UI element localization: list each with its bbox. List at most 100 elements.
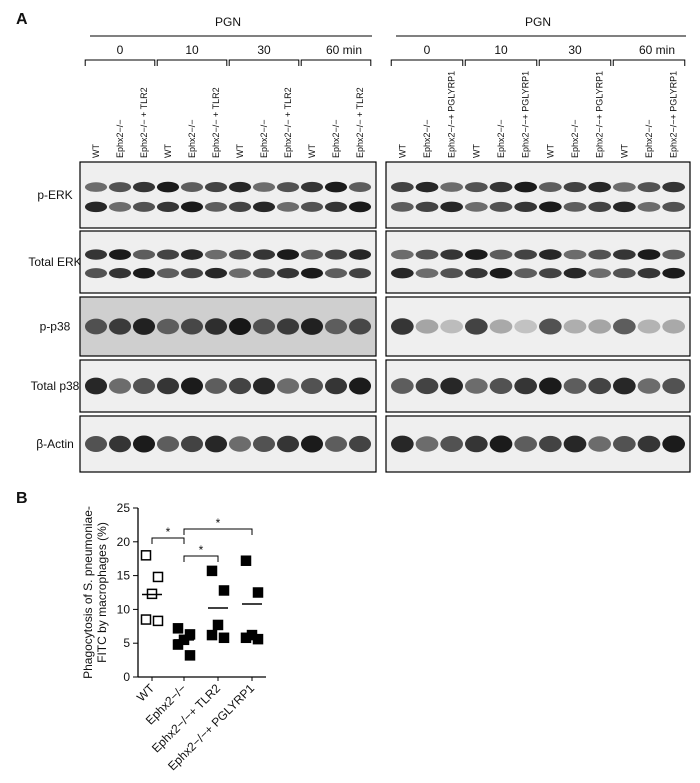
point — [218, 632, 230, 644]
band — [84, 249, 108, 260]
band — [156, 268, 180, 279]
lane-label: WT — [91, 144, 101, 158]
band — [612, 268, 636, 279]
band — [228, 377, 252, 395]
band — [390, 318, 414, 335]
band — [464, 249, 488, 260]
band — [204, 435, 228, 453]
band — [662, 267, 686, 279]
band — [514, 319, 538, 334]
band — [276, 202, 300, 212]
band — [489, 201, 513, 212]
bracket — [538, 59, 612, 66]
band — [563, 319, 587, 334]
lane-label: WT — [163, 144, 173, 158]
band — [612, 377, 636, 395]
lane-label: Ephx2−/− — [331, 119, 341, 158]
band — [132, 378, 156, 394]
bracket — [228, 59, 300, 66]
band — [156, 181, 180, 193]
band — [514, 268, 538, 279]
lane-label: WT — [397, 144, 407, 158]
y-tick-label: 20 — [117, 535, 131, 549]
band — [489, 267, 513, 279]
point — [206, 629, 218, 641]
band — [324, 201, 348, 213]
y-tick-label: 25 — [117, 501, 131, 515]
band — [538, 377, 562, 395]
band — [514, 436, 538, 452]
band — [415, 181, 439, 193]
band — [204, 378, 228, 394]
band — [440, 249, 464, 260]
band — [538, 435, 562, 453]
band — [588, 201, 612, 212]
band — [588, 436, 612, 452]
band — [132, 249, 156, 260]
lane-label: Ephx2−/− — [496, 119, 506, 158]
timepoint-label: 30 — [257, 43, 271, 57]
band — [348, 318, 372, 335]
band — [563, 435, 587, 453]
band — [464, 378, 488, 394]
band — [132, 181, 156, 193]
band — [228, 249, 252, 260]
band — [228, 317, 252, 336]
band — [132, 201, 156, 212]
band — [563, 181, 587, 193]
band — [612, 249, 636, 260]
band — [415, 268, 439, 278]
band — [84, 182, 108, 192]
band — [514, 181, 538, 193]
band — [662, 201, 686, 212]
band — [588, 181, 612, 193]
band — [84, 268, 108, 279]
bracket — [84, 59, 156, 66]
band — [300, 201, 324, 212]
band — [180, 268, 204, 279]
band — [440, 377, 464, 395]
band — [132, 267, 156, 279]
band — [228, 201, 252, 212]
band — [300, 378, 324, 394]
band — [108, 267, 132, 279]
timepoint-label: 60 min — [326, 43, 362, 57]
lane-label: Ephx2−/−+ PGLYRP1 — [669, 71, 679, 158]
band — [300, 267, 324, 279]
blot-frame — [385, 161, 691, 229]
band — [348, 249, 372, 260]
band — [300, 435, 324, 453]
band — [252, 268, 276, 279]
lane-label: WT — [307, 144, 317, 158]
blot-frame — [79, 230, 377, 294]
significance-label: * — [166, 525, 171, 539]
band — [390, 249, 414, 260]
point — [140, 614, 152, 625]
lane-label: Ephx2−/− + TLR2 — [211, 87, 221, 158]
band — [108, 318, 132, 335]
band — [252, 249, 276, 260]
band — [612, 201, 636, 213]
bracket — [464, 59, 538, 66]
lane-label: Ephx2−/−+ PGLYRP1 — [595, 71, 605, 158]
row-label: β-Actin — [36, 437, 74, 451]
band — [204, 181, 228, 193]
band — [132, 318, 156, 335]
band — [204, 318, 228, 335]
y-tick-label: 10 — [117, 602, 131, 616]
band — [228, 268, 252, 278]
band — [156, 318, 180, 335]
point — [252, 587, 264, 598]
band — [538, 318, 562, 335]
band — [440, 319, 464, 334]
band — [464, 202, 488, 212]
band — [84, 201, 108, 213]
band — [324, 249, 348, 260]
band — [204, 201, 228, 212]
band — [464, 435, 488, 453]
band — [390, 435, 414, 453]
timepoint-label: 10 — [185, 43, 199, 57]
point — [218, 585, 230, 596]
bracket — [612, 59, 686, 66]
band — [180, 182, 204, 192]
